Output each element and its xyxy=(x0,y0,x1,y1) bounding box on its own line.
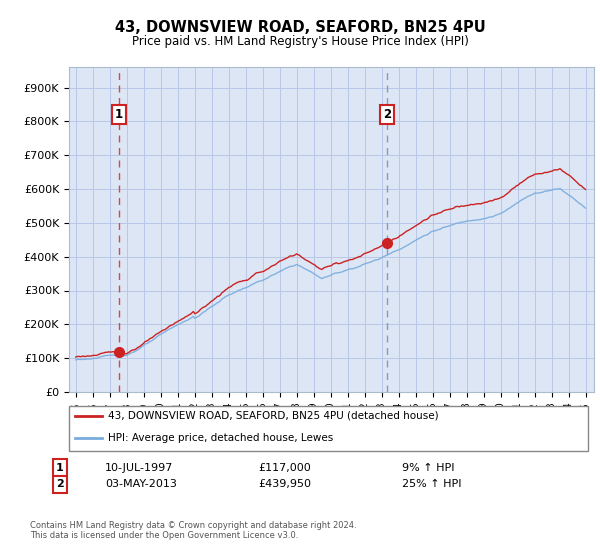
Text: 1: 1 xyxy=(115,108,123,121)
Text: £439,950: £439,950 xyxy=(258,479,311,489)
Text: 25% ↑ HPI: 25% ↑ HPI xyxy=(402,479,461,489)
Text: Price paid vs. HM Land Registry's House Price Index (HPI): Price paid vs. HM Land Registry's House … xyxy=(131,35,469,48)
Text: £117,000: £117,000 xyxy=(258,463,311,473)
Text: 43, DOWNSVIEW ROAD, SEAFORD, BN25 4PU: 43, DOWNSVIEW ROAD, SEAFORD, BN25 4PU xyxy=(115,20,485,35)
Text: Contains HM Land Registry data © Crown copyright and database right 2024.
This d: Contains HM Land Registry data © Crown c… xyxy=(30,521,356,540)
Text: 2: 2 xyxy=(56,479,64,489)
Text: HPI: Average price, detached house, Lewes: HPI: Average price, detached house, Lewe… xyxy=(108,433,333,443)
Text: 1: 1 xyxy=(56,463,64,473)
Text: 43, DOWNSVIEW ROAD, SEAFORD, BN25 4PU (detached house): 43, DOWNSVIEW ROAD, SEAFORD, BN25 4PU (d… xyxy=(108,410,439,421)
Text: 2: 2 xyxy=(383,108,391,121)
Text: 03-MAY-2013: 03-MAY-2013 xyxy=(105,479,177,489)
Text: 9% ↑ HPI: 9% ↑ HPI xyxy=(402,463,455,473)
Text: 10-JUL-1997: 10-JUL-1997 xyxy=(105,463,173,473)
